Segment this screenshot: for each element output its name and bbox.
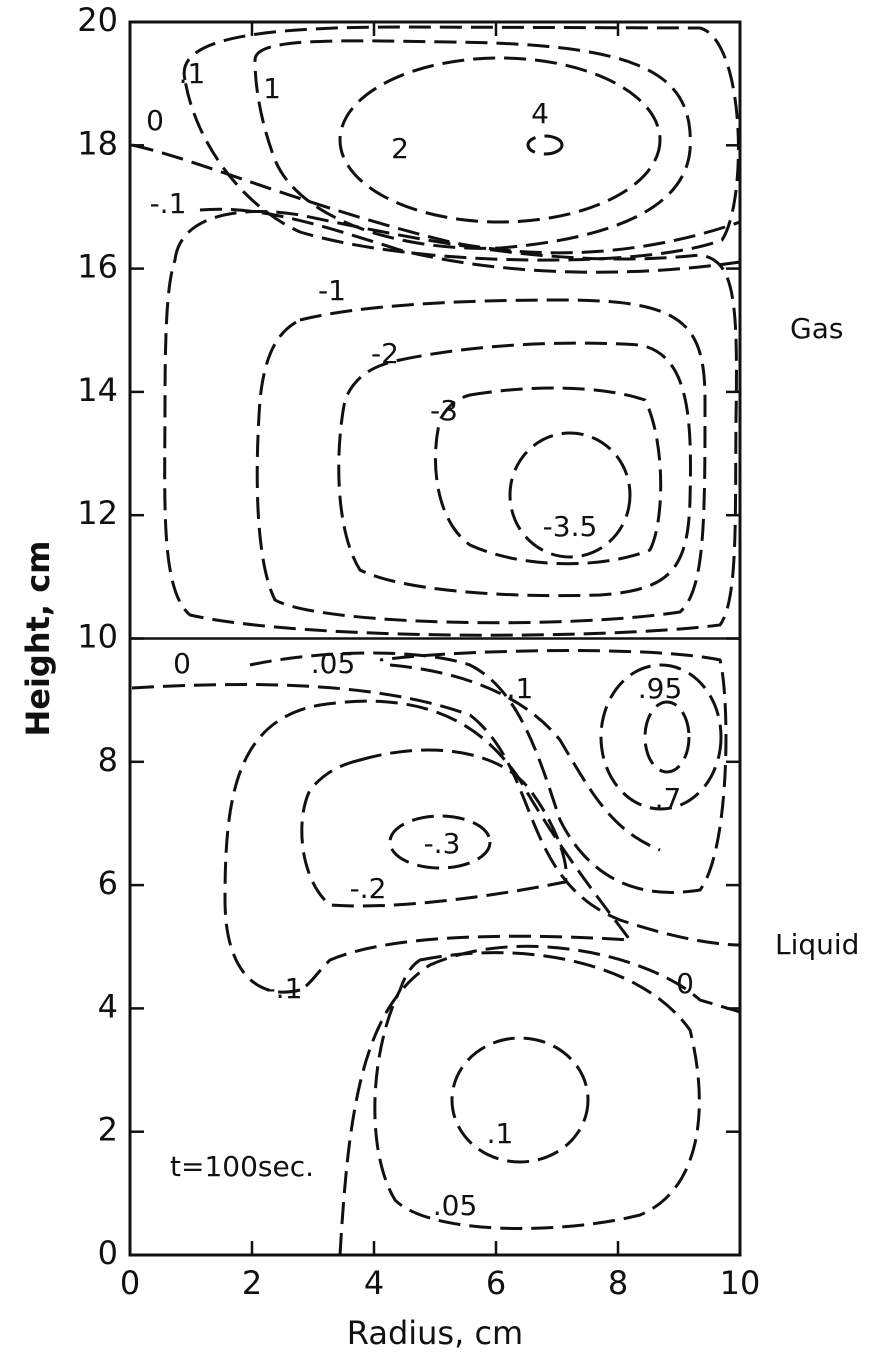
streamline [643, 700, 691, 774]
contour-label: .1 [487, 1117, 514, 1150]
contour-label: 4 [531, 97, 549, 130]
contour-label: .05 [311, 647, 356, 680]
x-tick-label: 6 [486, 1264, 506, 1302]
streamline [389, 663, 661, 852]
contour-label: .1 [179, 57, 206, 90]
y-tick-label: 8 [98, 741, 118, 779]
streamlines [131, 25, 741, 1256]
streamline [388, 814, 492, 870]
streamline [433, 386, 663, 566]
contour-label: -2 [371, 337, 399, 370]
contour-label: .7 [655, 782, 682, 815]
contour-label: -3 [430, 394, 458, 427]
streamline [337, 341, 692, 598]
streamline [450, 1036, 590, 1164]
contour-label: 1 [263, 72, 281, 105]
contour-label: -.1 [266, 972, 303, 1005]
x-axis-label: Radius, cm [347, 1314, 523, 1352]
region-label: Liquid [775, 928, 859, 961]
streamline [163, 209, 738, 637]
x-tick-label: 10 [720, 1264, 761, 1302]
streamline [338, 56, 662, 224]
streamline [249, 649, 728, 894]
contour-label: -.2 [350, 872, 387, 905]
contour-label: 0 [146, 104, 164, 137]
x-tick-label: 4 [364, 1264, 384, 1302]
contour-label: .1 [507, 672, 534, 705]
y-tick-label: 12 [77, 494, 118, 532]
streamline [253, 39, 692, 250]
y-tick-label: 20 [77, 1, 118, 39]
y-tick-label: 16 [77, 248, 118, 286]
contour-label: -3.5 [543, 510, 598, 543]
streamline [508, 431, 632, 559]
streamline [199, 207, 741, 274]
region-label: Gas [790, 312, 843, 345]
contour-label: -.1 [150, 187, 187, 220]
contour-label: .95 [638, 672, 683, 705]
contour-label: .05 [433, 1189, 478, 1222]
contour-label: -1 [318, 274, 346, 307]
streamline [373, 951, 701, 1230]
x-tick-label: 2 [242, 1264, 262, 1302]
contour-label: -.3 [424, 827, 461, 860]
streamline [182, 25, 740, 262]
streamline [599, 663, 723, 811]
streamline [338, 944, 741, 1256]
contour-label: 0 [676, 967, 694, 1000]
streamline [131, 683, 741, 947]
y-tick-label: 6 [98, 864, 118, 902]
contour-label: 0 [173, 647, 191, 680]
y-tick-label: 14 [77, 371, 118, 409]
streamline [300, 748, 568, 908]
y-tick-label: 2 [98, 1111, 118, 1149]
streamline [255, 298, 707, 625]
y-tick-label: 10 [77, 618, 118, 656]
x-tick-label: 0 [120, 1264, 140, 1302]
y-tick-label: 18 [77, 124, 118, 162]
streamline [223, 699, 634, 994]
streamline [131, 143, 741, 255]
y-tick-label: 4 [98, 987, 118, 1025]
contour-label: 2 [391, 132, 409, 165]
streamline [526, 134, 564, 156]
x-tick-label: 8 [608, 1264, 628, 1302]
note: t=100sec. [170, 1150, 314, 1183]
y-axis-label: Height, cm [19, 540, 57, 736]
y-tick-label: 0 [98, 1234, 118, 1272]
